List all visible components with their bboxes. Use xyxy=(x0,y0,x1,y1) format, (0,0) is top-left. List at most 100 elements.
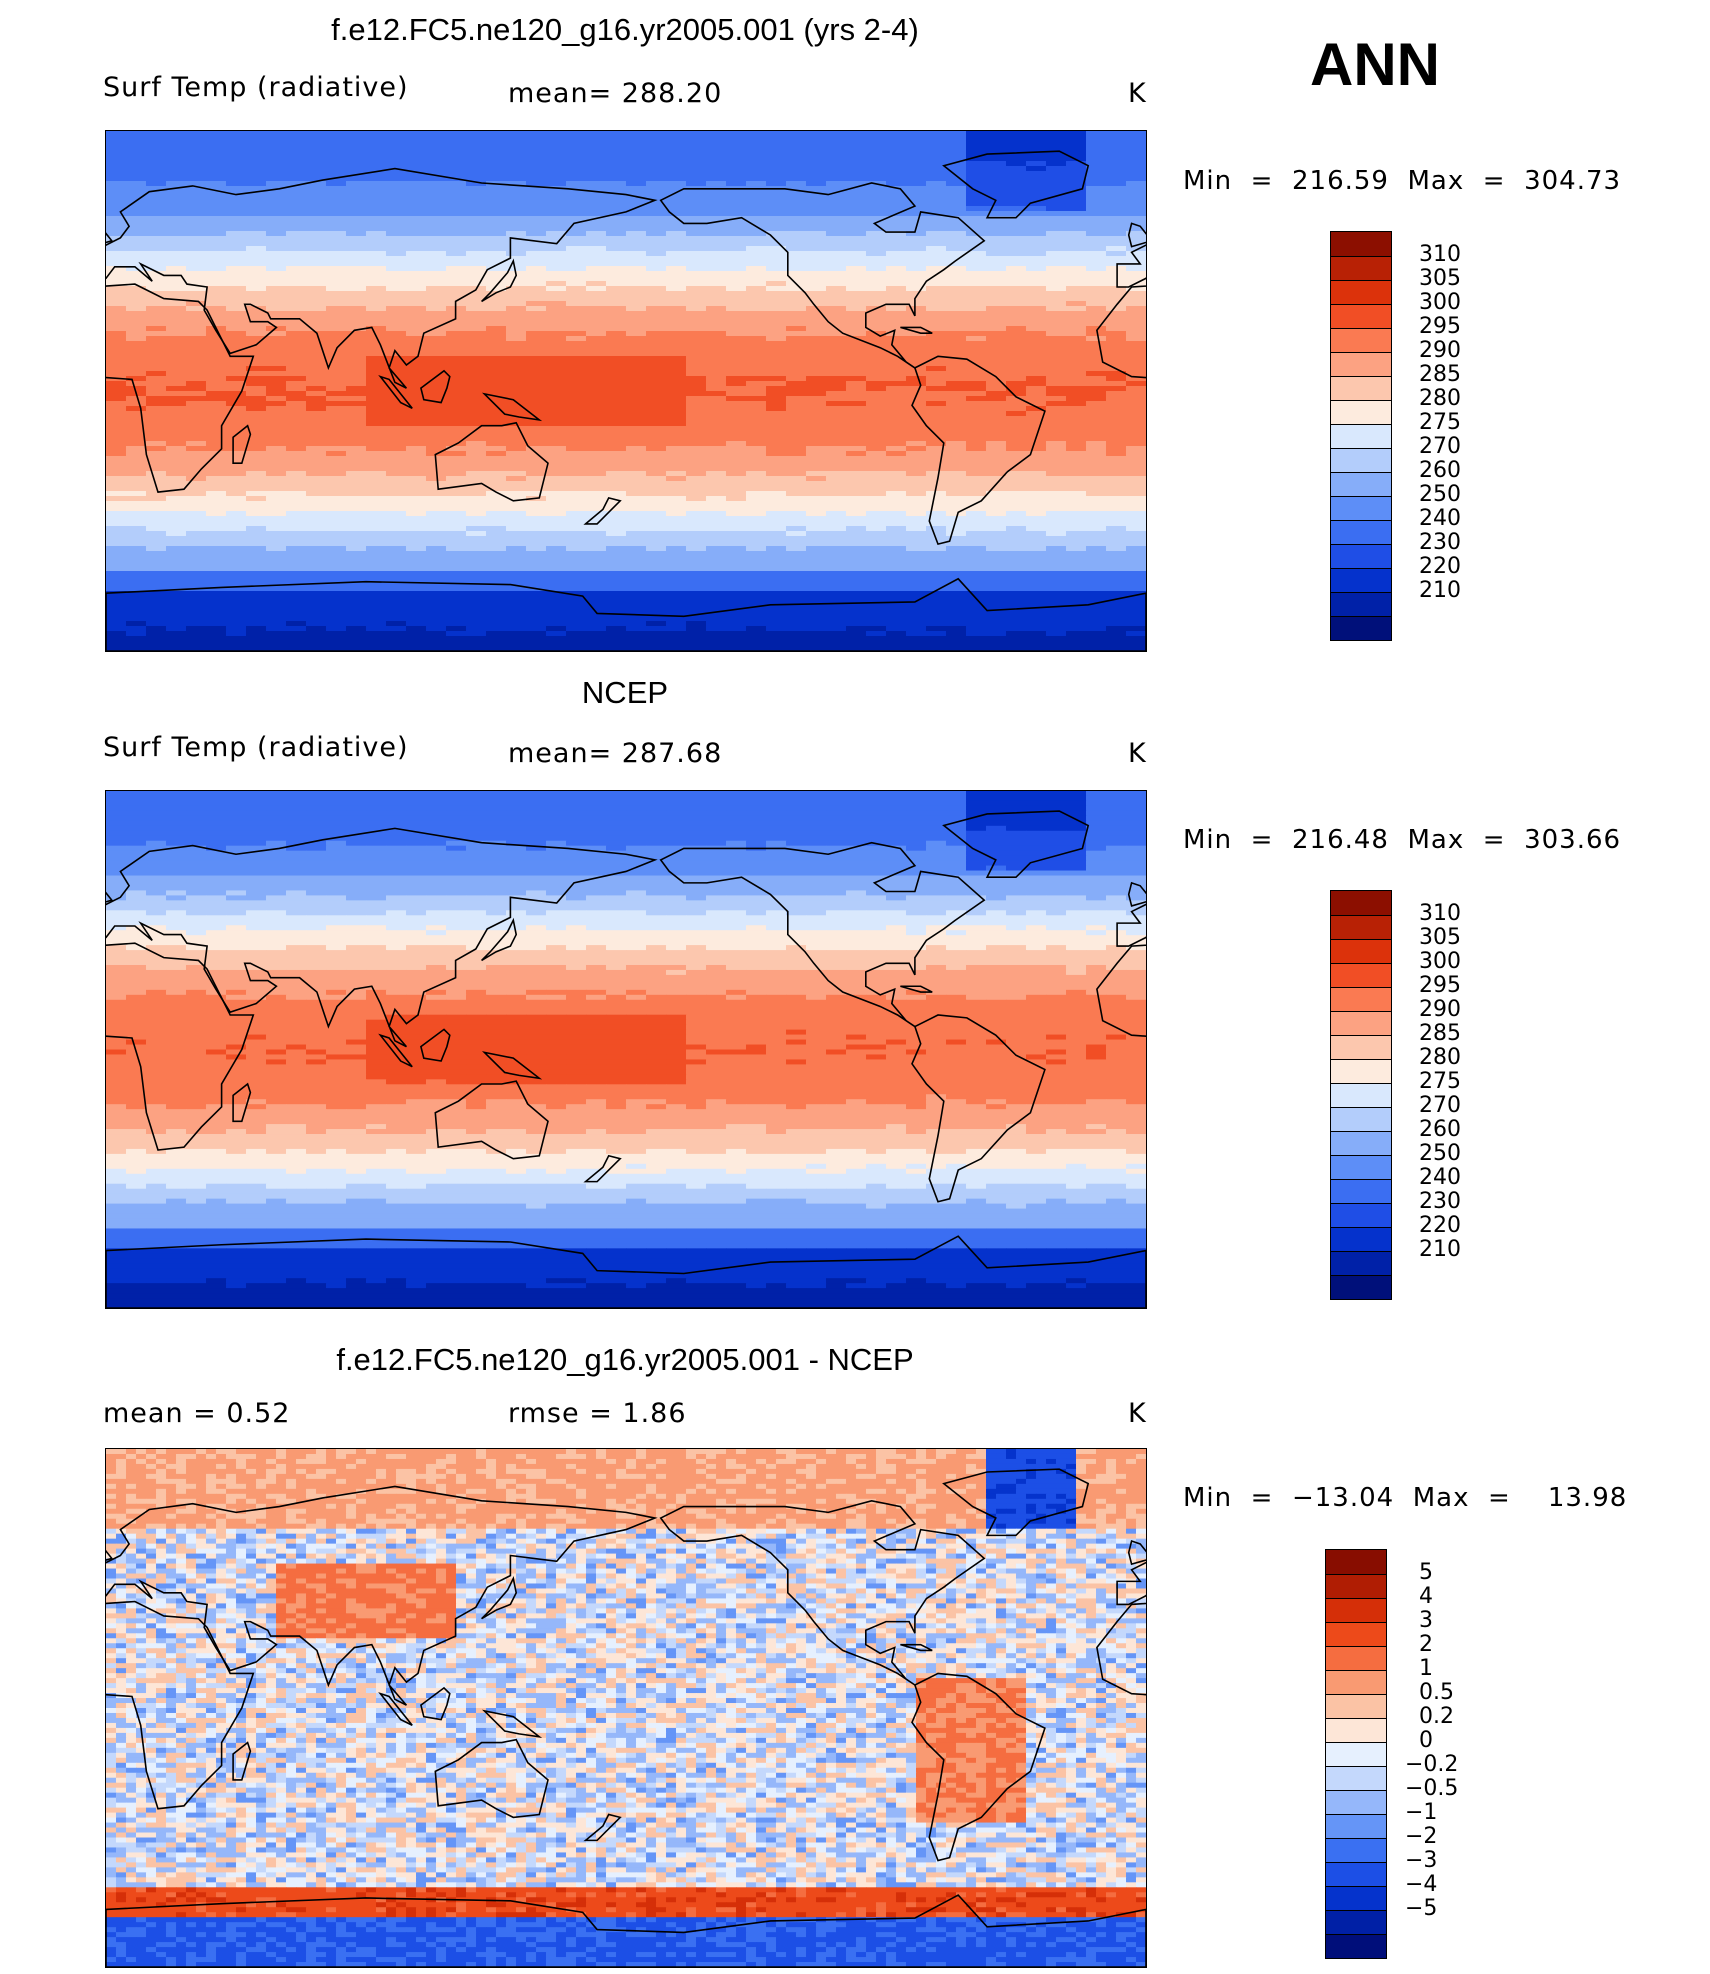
field-cell xyxy=(146,571,167,577)
field-cell xyxy=(406,231,427,237)
field-cell xyxy=(326,366,347,372)
field-cell xyxy=(226,556,247,562)
field-cell xyxy=(266,291,287,297)
field-cell xyxy=(986,311,1007,317)
field-cell xyxy=(1106,391,1127,397)
field-cell xyxy=(586,356,607,362)
field-cell xyxy=(886,556,907,562)
field-cell xyxy=(466,271,487,277)
field-cell xyxy=(1006,456,1027,462)
field-cell xyxy=(426,161,447,167)
field-cell xyxy=(1026,241,1047,247)
field-cell xyxy=(1006,381,1027,387)
field-cell xyxy=(426,136,447,142)
field-cell xyxy=(246,411,267,417)
field-cell xyxy=(446,391,467,397)
field-cell xyxy=(446,556,467,562)
field-cell xyxy=(766,216,787,222)
field-cell xyxy=(206,136,227,142)
field-cell xyxy=(326,161,347,167)
field-cell xyxy=(806,536,827,542)
field-cell xyxy=(906,506,927,512)
field-cell xyxy=(506,211,527,217)
field-cell xyxy=(926,241,947,247)
field-cell xyxy=(486,201,507,207)
field-cell xyxy=(806,291,827,297)
field-cell xyxy=(646,206,667,212)
field-cell xyxy=(1006,556,1027,562)
field-cell xyxy=(926,441,947,447)
field-cell xyxy=(626,271,647,277)
field-cell xyxy=(906,601,927,607)
field-cell xyxy=(266,536,287,542)
field-cell xyxy=(1086,346,1107,352)
field-cell xyxy=(986,501,1007,507)
field-cell xyxy=(946,601,967,607)
field-cell xyxy=(966,396,987,402)
field-cell xyxy=(286,136,307,142)
panel-1-units: K xyxy=(1128,78,1147,109)
field-cell xyxy=(466,276,487,282)
field-cell xyxy=(226,286,247,292)
field-cell xyxy=(846,151,867,157)
field-cell xyxy=(466,311,487,317)
field-cell xyxy=(106,156,127,162)
field-cell xyxy=(226,391,247,397)
field-cell xyxy=(266,386,287,392)
field-cell xyxy=(186,236,207,242)
field-cell xyxy=(326,496,347,502)
field-cell xyxy=(126,381,147,387)
field-cell xyxy=(686,201,707,207)
field-cell xyxy=(446,341,467,347)
field-cell xyxy=(866,146,887,152)
field-cell xyxy=(906,471,927,477)
field-cell xyxy=(286,266,307,272)
field-cell xyxy=(706,146,727,152)
field-cell xyxy=(826,446,847,452)
field-cell xyxy=(646,131,667,137)
field-cell xyxy=(446,501,467,507)
field-cell xyxy=(206,466,227,472)
field-cell xyxy=(306,226,327,232)
field-cell xyxy=(386,561,407,567)
field-cell xyxy=(286,436,307,442)
field-cell xyxy=(1026,506,1047,512)
field-cell xyxy=(166,246,187,252)
field-cell xyxy=(206,436,227,442)
field-cell xyxy=(226,571,247,577)
field-cell xyxy=(906,296,927,302)
field-cell xyxy=(106,171,127,177)
field-cell xyxy=(406,571,427,577)
field-cell xyxy=(926,526,947,532)
field-cell xyxy=(426,246,447,252)
field-cell xyxy=(686,226,707,232)
field-cell xyxy=(506,496,527,502)
field-cell xyxy=(1066,401,1087,407)
field-cell xyxy=(466,226,487,232)
field-cell xyxy=(606,416,627,422)
field-cell xyxy=(386,336,407,342)
field-cell xyxy=(1066,581,1087,587)
field-cell xyxy=(706,286,727,292)
field-cell xyxy=(306,246,327,252)
field-cell xyxy=(1126,476,1146,482)
field-cell xyxy=(626,136,647,142)
field-cell xyxy=(746,426,767,432)
field-cell xyxy=(106,166,127,172)
field-cell xyxy=(726,571,747,577)
field-cell xyxy=(986,211,1007,217)
field-cell xyxy=(386,141,407,147)
field-cell xyxy=(786,141,807,147)
field-cell xyxy=(426,181,447,187)
field-cell xyxy=(586,486,607,492)
field-cell xyxy=(126,466,147,472)
field-cell xyxy=(606,436,627,442)
field-cell xyxy=(386,446,407,452)
field-cell xyxy=(126,536,147,542)
field-cell xyxy=(106,471,127,477)
field-cell xyxy=(966,561,987,567)
field-cell xyxy=(786,171,807,177)
field-cell xyxy=(386,161,407,167)
field-cell xyxy=(306,496,327,502)
field-cell xyxy=(1086,311,1107,317)
